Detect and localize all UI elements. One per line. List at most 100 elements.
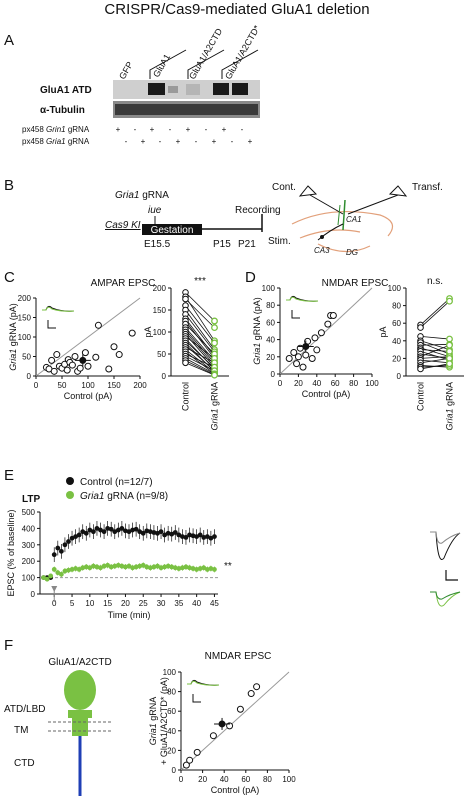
data-point bbox=[48, 356, 56, 364]
cas9-label: Cas9 KI bbox=[105, 220, 141, 231]
data-point bbox=[158, 529, 164, 535]
data-point bbox=[194, 534, 200, 539]
data-point bbox=[55, 570, 61, 576]
pair-line bbox=[420, 343, 450, 346]
y-tick-label: 60 bbox=[392, 319, 401, 328]
pair-line bbox=[420, 300, 450, 328]
panel-d: D NMDAR EPSC 0 20 40 60 80 100 0 20 40 60 80 100 Con… bbox=[245, 269, 464, 431]
x-category-gene: Gria1 bbox=[210, 409, 220, 431]
pair-point-gria1 bbox=[211, 324, 218, 332]
p21-label: P21 bbox=[238, 239, 256, 250]
pair-line bbox=[185, 323, 215, 355]
ltp-label: LTP bbox=[22, 494, 40, 505]
data-point bbox=[115, 351, 123, 359]
significance-label: *** bbox=[194, 276, 206, 287]
x-tick-label: 0 bbox=[278, 379, 283, 388]
significance-label: ** bbox=[224, 561, 232, 572]
y-tick-label: 50 bbox=[157, 350, 166, 359]
pair-line bbox=[185, 355, 215, 372]
x-tick-label: 0 bbox=[52, 599, 57, 608]
panel-a-letter: A bbox=[4, 32, 14, 49]
ampar-paired: 0 50 100 150 200 pA Control Gria1 gRNA *** bbox=[143, 276, 229, 431]
data-point bbox=[329, 312, 337, 320]
ca1-label: CA1 bbox=[346, 215, 362, 224]
grna-row-2-sign: + bbox=[212, 137, 217, 146]
data-point bbox=[62, 542, 68, 548]
data-point bbox=[98, 527, 103, 533]
data-point bbox=[91, 529, 96, 535]
pair-line bbox=[185, 340, 215, 369]
inset-trace-gria1 bbox=[187, 680, 220, 686]
data-point bbox=[212, 534, 217, 539]
data-point bbox=[66, 539, 71, 544]
y-axis-label: pA bbox=[143, 326, 153, 337]
y-axis-label: Gria1 gRNA+ GluA1/A2CTD* (pA) bbox=[148, 677, 169, 765]
panel-d-title: NMDAR EPSC bbox=[322, 278, 389, 289]
grna-row-1-sign: - bbox=[205, 125, 208, 134]
pair-line bbox=[185, 344, 215, 372]
data-point bbox=[311, 334, 319, 342]
y-tick-label: 150 bbox=[18, 314, 32, 323]
y-tick-label: 40 bbox=[266, 336, 275, 345]
pair-line bbox=[420, 358, 450, 364]
x-category-control: Control bbox=[416, 382, 426, 411]
data-point bbox=[105, 562, 111, 568]
data-point bbox=[51, 567, 57, 572]
pair-point-control bbox=[182, 359, 189, 367]
data-point bbox=[169, 531, 175, 537]
pair-point-control bbox=[182, 295, 189, 303]
x-tick-label: 0 bbox=[179, 775, 184, 784]
data-point bbox=[308, 355, 316, 363]
construct-label: GluA1/A2CTD bbox=[48, 657, 111, 668]
pair-line bbox=[185, 305, 215, 344]
y-tick-label: 100 bbox=[262, 284, 276, 293]
blot-label-tubulin: α-Tubulin bbox=[40, 105, 85, 116]
data-point bbox=[87, 527, 93, 533]
data-point bbox=[83, 530, 89, 536]
x-tick-label: 20 bbox=[294, 379, 303, 388]
inset-scalebar bbox=[291, 310, 300, 319]
data-point bbox=[48, 573, 54, 579]
data-point bbox=[94, 321, 102, 329]
y-tick-label: 200 bbox=[18, 294, 32, 303]
lane-label-gluA1: GluA1 bbox=[151, 52, 172, 79]
data-point bbox=[128, 329, 136, 337]
pair-point-control bbox=[417, 324, 424, 331]
y-axis-label: EPSC (% of baseline) bbox=[6, 509, 16, 596]
data-point bbox=[94, 526, 100, 531]
legend-gria1: Gria1 gRNA (n=9/8) bbox=[80, 491, 168, 502]
pair-point-gria1 bbox=[211, 339, 218, 347]
y-tick-label: 80 bbox=[392, 302, 401, 311]
x-tick-label: 5 bbox=[70, 599, 75, 608]
panel-e-letter: E bbox=[4, 467, 14, 484]
pair-point-gria1 bbox=[446, 297, 453, 305]
pair-line bbox=[185, 292, 215, 322]
data-point bbox=[317, 329, 325, 337]
x-axis-label: Control (pA) bbox=[302, 389, 351, 399]
y-axis-label-rest: gRNA bbox=[148, 697, 158, 724]
data-point bbox=[87, 565, 93, 571]
data-point bbox=[176, 532, 182, 538]
y-tick-label: 0 bbox=[271, 370, 276, 379]
panel-b: B Gria1 gRNA Cas9 KI iue Gestation Recor… bbox=[4, 177, 443, 257]
y-tick-label: 300 bbox=[22, 541, 36, 550]
pair-line bbox=[185, 329, 215, 364]
legend-control: Control (n=12/7) bbox=[80, 477, 153, 488]
data-point bbox=[119, 526, 125, 531]
x-tick-label: 60 bbox=[331, 379, 340, 388]
data-point bbox=[133, 526, 139, 532]
y-tick-label: 100 bbox=[18, 333, 32, 342]
transf-label: Transf. bbox=[412, 182, 443, 193]
data-point bbox=[140, 530, 146, 536]
x-axis-label: Time (min) bbox=[108, 610, 151, 620]
data-point bbox=[193, 748, 201, 756]
y-tick-label: 200 bbox=[153, 284, 167, 293]
data-point bbox=[92, 353, 100, 361]
pair-line bbox=[185, 358, 215, 375]
inset-trace-gria1 bbox=[42, 306, 75, 312]
grna-row-1-sign: - bbox=[241, 125, 244, 134]
data-point bbox=[110, 343, 118, 351]
cont-label: Cont. bbox=[272, 182, 296, 193]
data-point bbox=[126, 563, 132, 569]
x-axis-label: Control (pA) bbox=[211, 785, 260, 795]
